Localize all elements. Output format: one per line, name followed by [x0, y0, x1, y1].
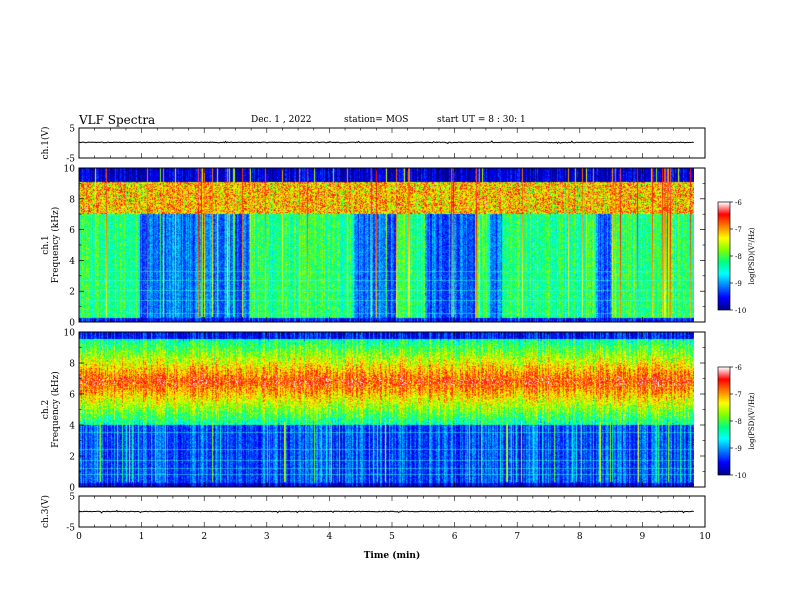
- x-axis-label: Time (min): [364, 550, 421, 561]
- y-axis-label-0: ch.1(V): [40, 127, 51, 160]
- station-label: station= MOS: [344, 115, 409, 125]
- colorbar-tick-label-2: -7: [735, 391, 742, 399]
- colorbar-tick-label-2: -9: [735, 445, 742, 453]
- ch2-spectrogram-image: [79, 332, 694, 487]
- ch3-waveform-trace: [78, 509, 694, 514]
- y-tick-label-2: 8: [69, 360, 75, 370]
- y-tick-label-2: 4: [69, 422, 75, 432]
- y-tick-label-1: 10: [64, 165, 76, 175]
- y-tick-label-1: 8: [69, 195, 75, 205]
- colorbar-label-1: log(PSD)(V²/Hz): [748, 227, 756, 284]
- start-time-label: start UT = 8 : 30: 1: [437, 115, 526, 125]
- colorbar-label-2: log(PSD)(V²/Hz): [748, 392, 756, 449]
- y-tick-label-0: 5: [69, 125, 75, 135]
- colorbar-tick-label-1: -9: [735, 280, 742, 288]
- date-label: Dec. 1 , 2022: [251, 115, 312, 125]
- colorbar-tick-label-1: -7: [735, 226, 742, 234]
- y-tick-label-0: -5: [66, 155, 75, 165]
- y-tick-label-2: 2: [69, 453, 75, 463]
- y-tick-label-1: 2: [69, 288, 75, 298]
- y-tick-label-3: 5: [69, 493, 75, 503]
- y-axis-label-1: ch.1: [41, 235, 51, 254]
- x-tick-label: 3: [264, 532, 270, 542]
- colorbar-tick-label-1: -10: [735, 307, 746, 315]
- colorbar-tick-label-2: -8: [735, 418, 742, 426]
- y-tick-label-2: 0: [69, 484, 75, 494]
- y-axis-label-1: Frequency (kHz): [50, 207, 61, 284]
- x-tick-label: 8: [577, 532, 583, 542]
- y-tick-label-3: -5: [66, 524, 75, 534]
- x-tick-label: 5: [389, 532, 395, 542]
- x-tick-label: 4: [327, 532, 333, 542]
- y-tick-label-1: 4: [69, 257, 75, 267]
- x-tick-label: 1: [139, 532, 145, 542]
- x-tick-label: 10: [699, 532, 711, 542]
- ch1-spectrogram-image: [79, 168, 694, 322]
- x-tick-label: 7: [514, 532, 520, 542]
- colorbar-tick-label-2: -10: [735, 472, 746, 480]
- axes-layer: -6 -7 -8 -9 -10 log(PSD)(V²/Hz) -6 -7 -8 -9 -10 log…: [40, 125, 756, 562]
- colorbar-tick-label-2: -6: [735, 364, 742, 372]
- x-tick-label: 2: [201, 532, 207, 542]
- y-axis-label-3: ch.3(V): [40, 495, 51, 528]
- colorbar-tick-label-1: -8: [735, 253, 742, 261]
- y-tick-label-1: 6: [69, 226, 75, 236]
- x-tick-label: 9: [640, 532, 646, 542]
- chart-title: VLF Spectra: [79, 113, 156, 127]
- y-axis-label-2: ch.2: [41, 400, 51, 419]
- colorbar-2: [718, 367, 730, 475]
- y-tick-label-1: 0: [69, 319, 75, 329]
- colorbar-tick-label-1: -6: [735, 199, 742, 207]
- x-tick-label: 6: [452, 532, 458, 542]
- spectrogram-layer: [79, 168, 730, 487]
- y-tick-label-2: 10: [64, 329, 76, 339]
- x-tick-label: 0: [76, 532, 82, 542]
- y-axis-label-2: Frequency (kHz): [50, 371, 61, 448]
- colorbar-1: [718, 202, 730, 310]
- ch1-waveform-trace: [78, 140, 694, 145]
- y-tick-label-2: 6: [69, 391, 75, 401]
